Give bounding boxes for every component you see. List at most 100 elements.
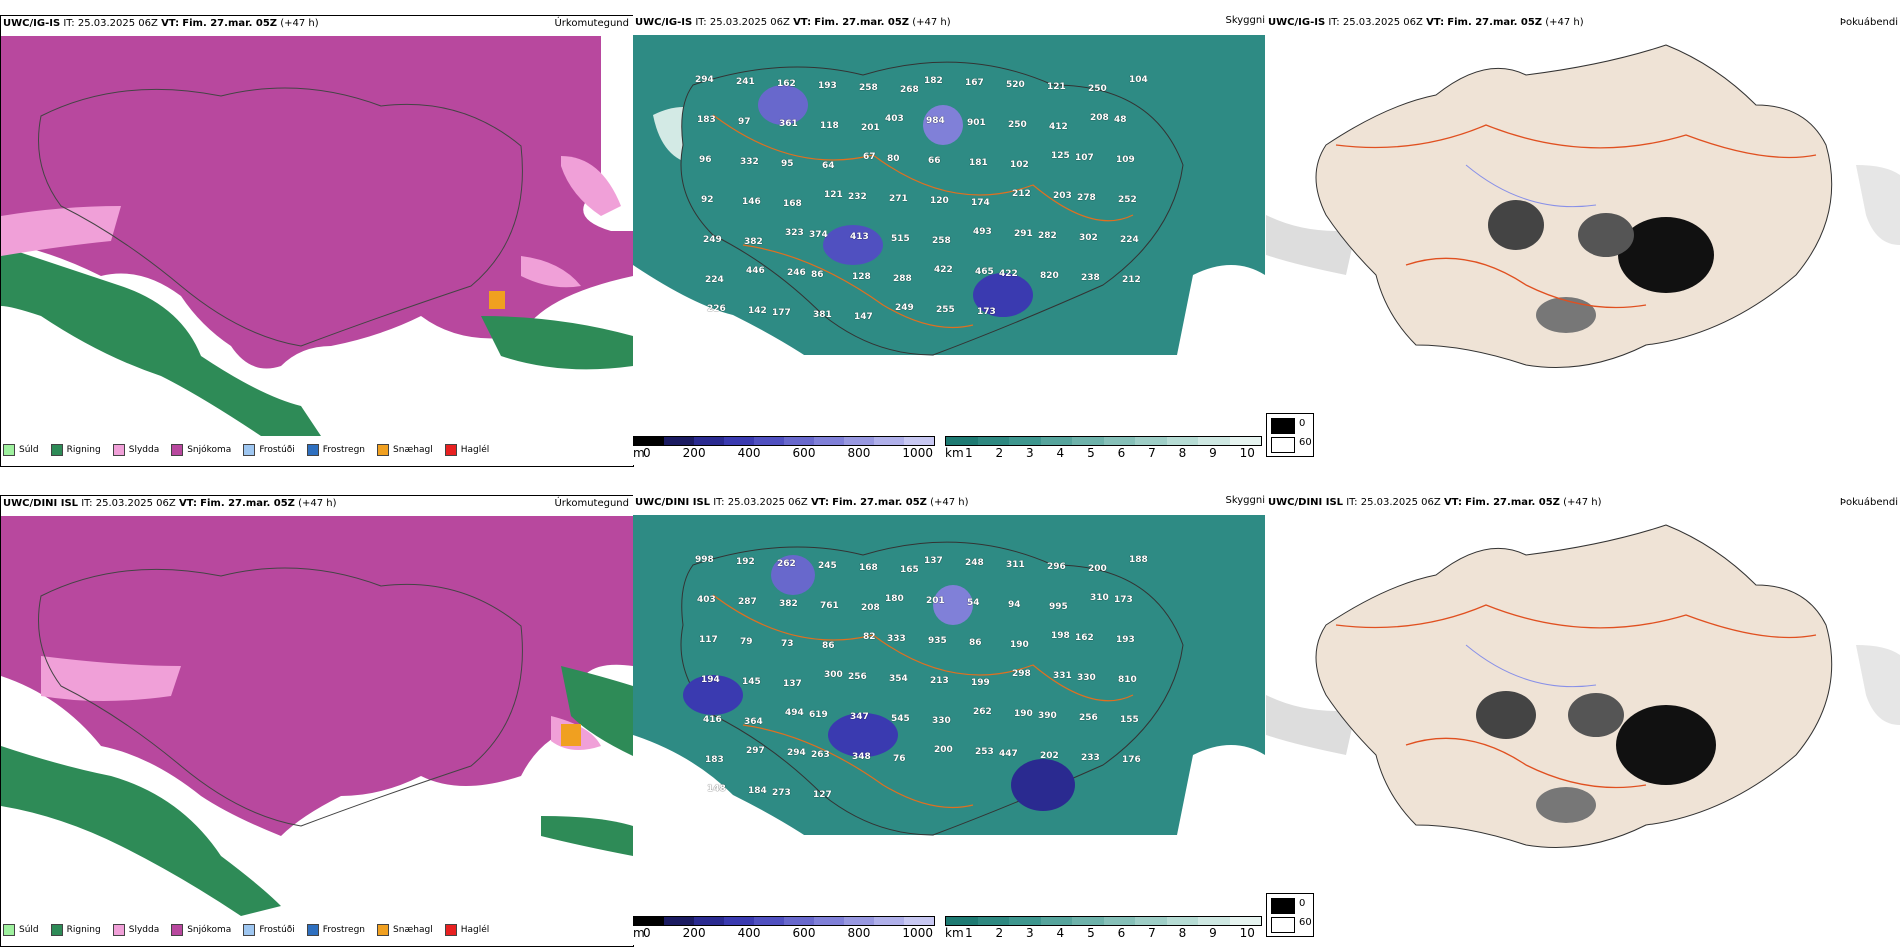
visibility-value: 302: [1079, 233, 1098, 243]
legend-item: Frostúði: [243, 444, 295, 456]
visibility-value: 226: [707, 304, 726, 314]
visibility-value: 176: [1122, 755, 1141, 765]
legend-swatch: [377, 924, 390, 936]
colorbar-segment: [1198, 917, 1230, 925]
visibility-value: 255: [936, 305, 955, 315]
tick-label: 400: [737, 926, 761, 940]
visibility-value: 416: [703, 715, 722, 725]
visibility-value: 79: [740, 637, 753, 647]
visibility-value: 446: [746, 266, 765, 276]
colorbar-segment: [904, 437, 934, 445]
visibility-value: 364: [744, 717, 763, 727]
visibility-value: 200: [1088, 564, 1107, 574]
visibility-value: 250: [1088, 84, 1107, 94]
visibility-value: 249: [895, 303, 914, 313]
visibility-value: 494: [785, 708, 804, 718]
visibility-value: 901: [967, 118, 986, 128]
colorbar-segment: [1135, 437, 1167, 445]
visibility-value: 374: [809, 230, 828, 240]
fog-key-label: 60: [1299, 437, 1312, 448]
colorbar-segment: [1103, 437, 1135, 445]
visibility-value: 97: [738, 117, 751, 127]
lead-time: (+47 h): [1563, 497, 1602, 508]
colorbar-segment: [694, 437, 724, 445]
elevation-ticks: 0 200 400 600 800 1000: [643, 926, 933, 940]
colorbar-segment: [694, 917, 724, 925]
elevation-colorbar: [633, 436, 935, 446]
visibility-value: 995: [1049, 602, 1068, 612]
visibility-value: 128: [852, 272, 871, 282]
visibility-value: 761: [820, 601, 839, 611]
visibility-value: 294: [695, 75, 714, 85]
visibility-ticks: 1 2 3 4 5 6 7 8 9 10: [965, 446, 1255, 460]
legend-item: Haglél: [444, 444, 489, 456]
visibility-value: 168: [859, 563, 878, 573]
it-label: IT:: [713, 497, 725, 508]
legend-swatch: [171, 444, 184, 456]
visibility-value: 262: [777, 559, 796, 569]
fog-key-swatch: [1271, 418, 1295, 434]
visibility-value: 422: [934, 265, 953, 275]
tick-label: 1: [965, 446, 973, 460]
visibility-value: 250: [1008, 120, 1027, 130]
panel-header: UWC/DINI ISL IT: 25.03.2025 06Z VT: Fim.…: [635, 497, 969, 508]
elevation-colorbar: [633, 916, 935, 926]
visibility-value: 361: [779, 119, 798, 129]
visibility-value: 271: [889, 194, 908, 204]
visibility-value: 810: [1118, 675, 1137, 685]
tick-label: 800: [847, 446, 871, 460]
colorbar-segment: [946, 437, 978, 445]
visibility-value: 193: [818, 81, 837, 91]
visibility-value: 348: [852, 752, 871, 762]
visibility-value: 190: [1014, 709, 1033, 719]
visibility-value: 148: [707, 784, 726, 794]
colorbar-segment: [1135, 917, 1167, 925]
precip-type-panel-bottom: UWC/DINI ISL IT: 25.03.2025 06Z VT: Fim.…: [0, 495, 634, 947]
fog-map: [1266, 44, 1900, 368]
visibility-value: 174: [971, 198, 990, 208]
colorbar-segment: [904, 917, 934, 925]
vt-value: Fim. 27.mar. 05Z: [832, 497, 927, 508]
tick-label: 4: [1056, 446, 1065, 460]
legend-label: Frostúði: [259, 445, 295, 455]
vt-label: VT:: [1443, 497, 1462, 508]
legend-item: Snjókoma: [171, 924, 231, 936]
colorbar-segment: [754, 917, 784, 925]
legend-item: Snæhagl: [377, 924, 433, 936]
tick-label: 200: [682, 926, 706, 940]
visibility-value: 192: [736, 557, 755, 567]
legend-label: Snjókoma: [187, 445, 232, 455]
panel-title: Skyggni: [1225, 15, 1265, 26]
visibility-value: 121: [1047, 82, 1066, 92]
visibility-value: 520: [1006, 80, 1025, 90]
colorbar-segment: [977, 437, 1009, 445]
fog-key-label: 60: [1299, 917, 1312, 928]
legend-swatch: [112, 924, 125, 936]
visibility-value: 296: [1047, 562, 1066, 572]
legend-label: Snjókoma: [187, 925, 232, 935]
vt-label: VT:: [178, 498, 197, 509]
it-label: IT:: [695, 17, 707, 28]
visibility-value: 232: [848, 192, 867, 202]
colorbar-segment: [634, 917, 664, 925]
visibility-value: 145: [742, 677, 761, 687]
visibility-value: 118: [820, 121, 839, 131]
legend-swatch: [377, 444, 390, 456]
lead-time: (+47 h): [298, 498, 337, 509]
colorbar-segment: [1072, 917, 1104, 925]
colorbar-segment: [946, 917, 978, 925]
vt-value: Fim. 27.mar. 05Z: [182, 18, 278, 29]
model-name: UWC/DINI ISL: [1268, 497, 1344, 508]
visibility-value: 347: [850, 712, 869, 722]
it-label: IT:: [1346, 497, 1358, 508]
visibility-value: 291: [1014, 229, 1033, 239]
tick-label: 2: [995, 926, 1004, 940]
visibility-value: 820: [1040, 271, 1059, 281]
panel-title: Þokuábendi: [1839, 497, 1898, 508]
tick-label: 0: [643, 926, 651, 940]
visibility-value: 48: [1114, 115, 1127, 125]
visibility-value: 213: [930, 676, 949, 686]
visibility-value: 258: [932, 236, 951, 246]
visibility-value: 382: [779, 599, 798, 609]
visibility-value: 241: [736, 77, 755, 87]
